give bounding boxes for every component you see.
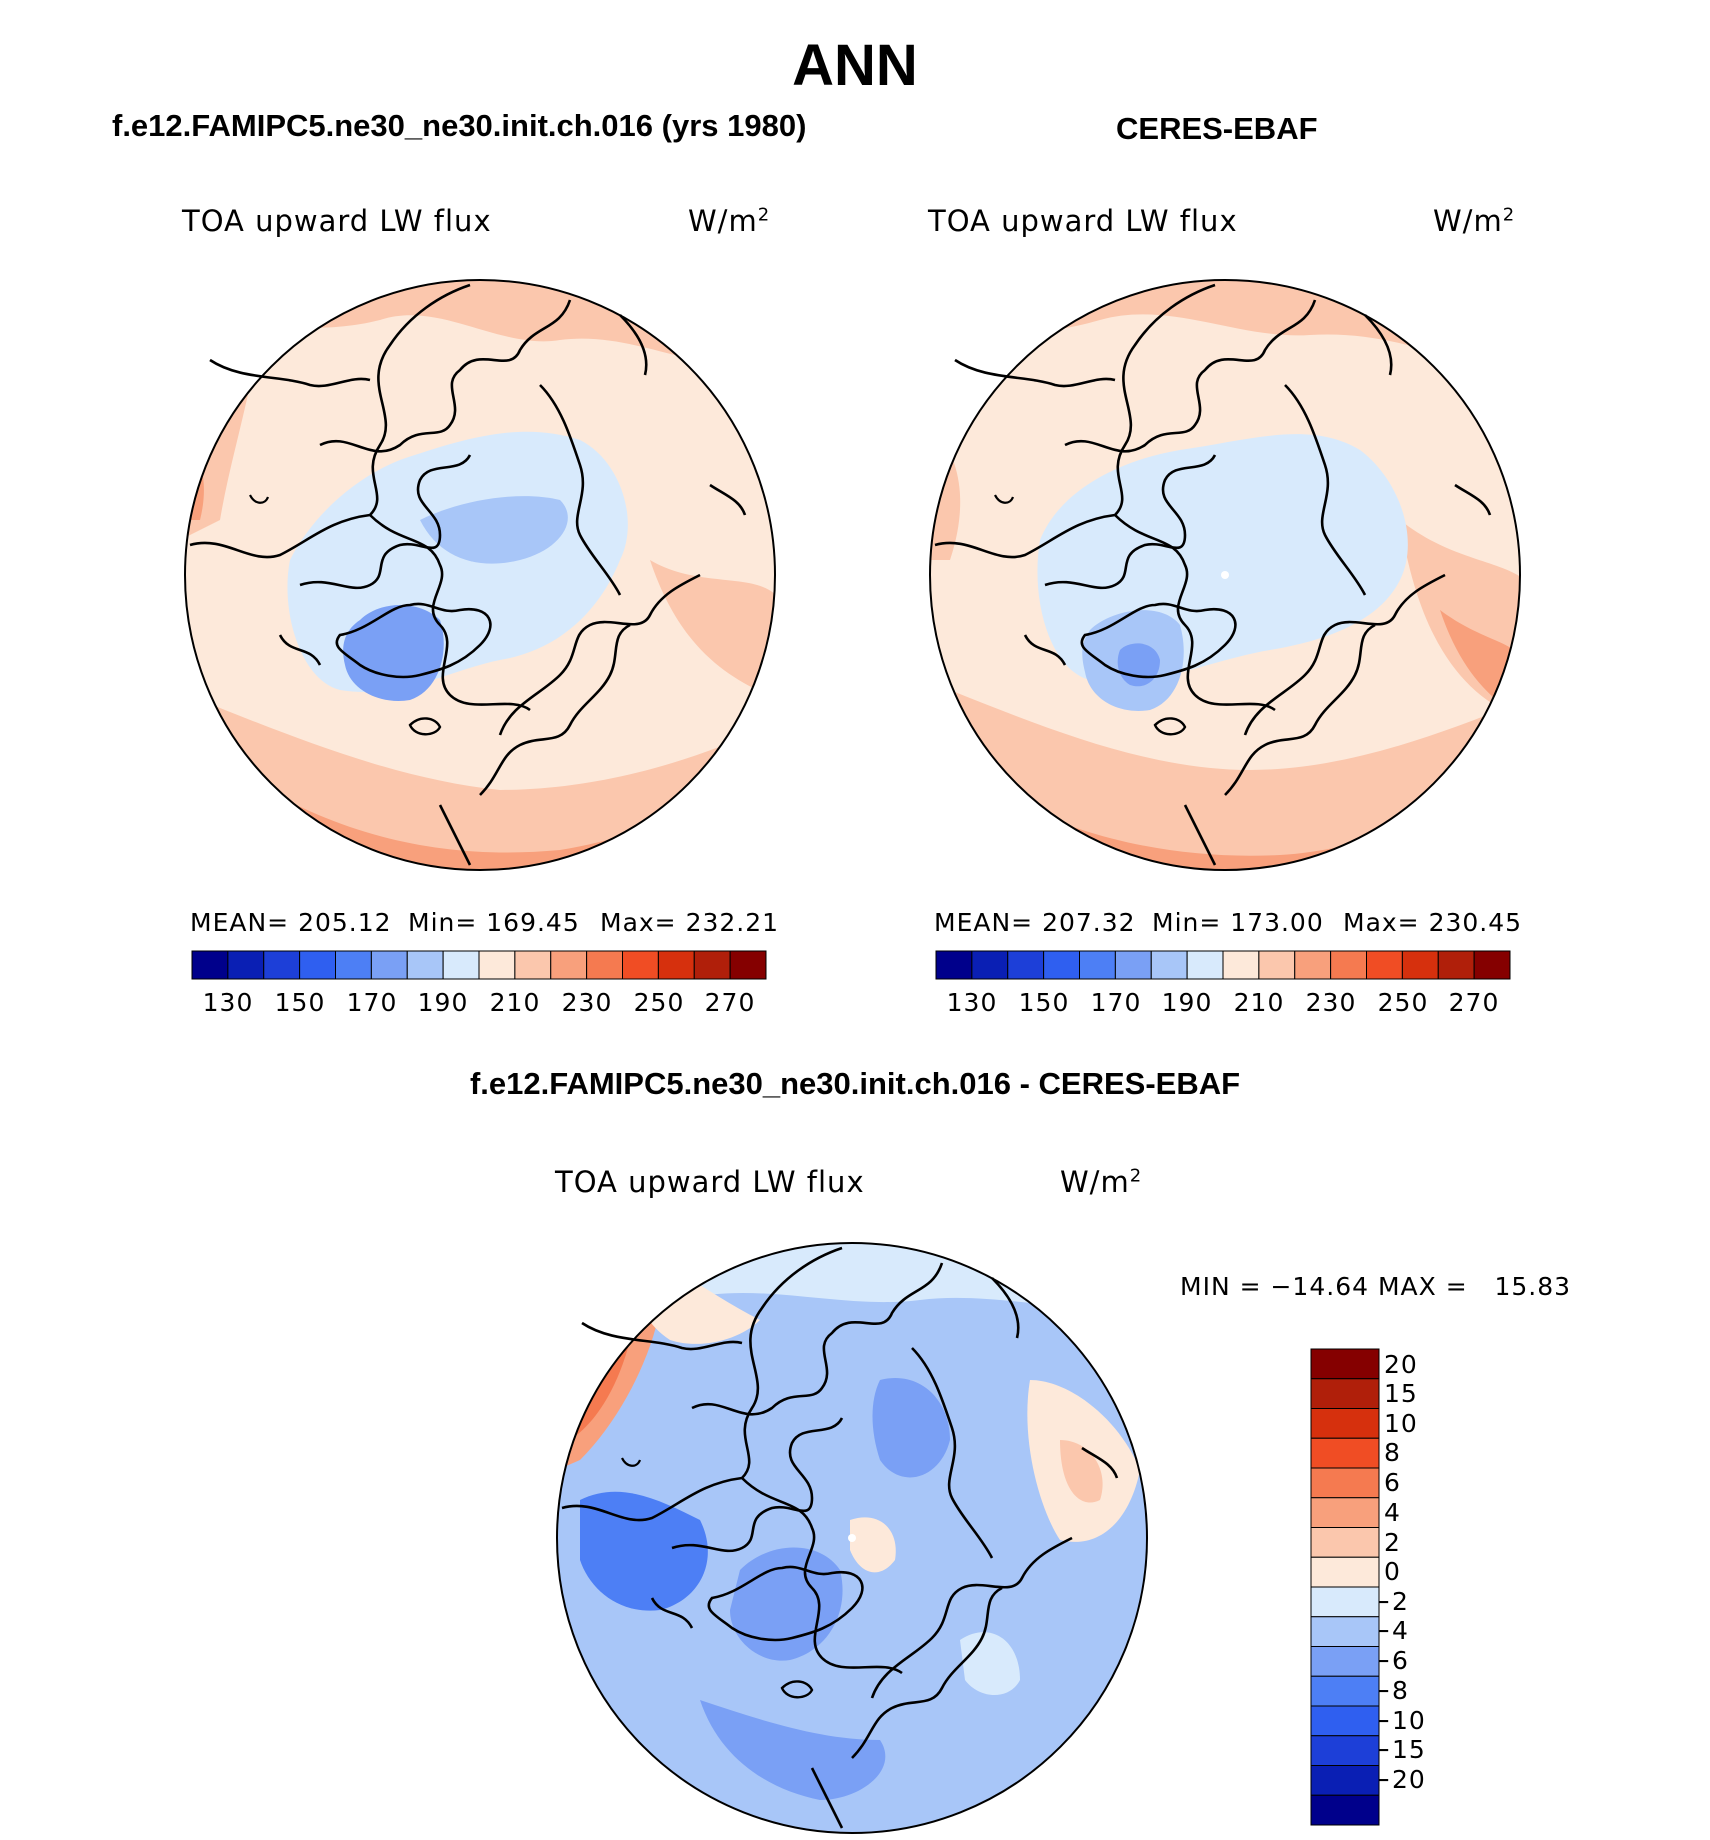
colorbar-swatch xyxy=(586,950,623,980)
colorbar-tick: 150 xyxy=(1018,988,1070,1017)
colorbar-tick: 2 xyxy=(1384,1528,1401,1557)
colorbar-swatch xyxy=(622,950,659,980)
colorbar-tick: 210 xyxy=(489,988,541,1017)
colorbar-swatch xyxy=(1310,1675,1380,1707)
colorbar-swatch xyxy=(1222,950,1260,980)
colorbar-tick: 250 xyxy=(633,988,685,1017)
diff-units-label: W/m2 xyxy=(1060,1165,1143,1199)
diff-title: f.e12.FAMIPC5.ne30_ne30.init.ch.016 - CE… xyxy=(469,1066,1241,1101)
colorbar-tick: 0 xyxy=(1384,1557,1401,1586)
colorbar-tick: 20 xyxy=(1384,1350,1418,1379)
colorbar-swatch xyxy=(299,950,336,980)
colorbar-tick: 170 xyxy=(1090,988,1142,1017)
colorbar-swatch xyxy=(1401,950,1439,980)
colorbar-swatch xyxy=(1310,1348,1380,1380)
colorbar-swatch xyxy=(1310,1527,1380,1558)
obs-units-label: W/m2 xyxy=(1433,204,1516,238)
colorbar-swatch xyxy=(1043,950,1080,980)
model-map xyxy=(184,279,776,871)
colorbar-tick: 190 xyxy=(417,988,469,1017)
colorbar-tick: 230 xyxy=(1305,988,1357,1017)
colorbar-swatch xyxy=(1007,950,1045,980)
diff-map xyxy=(556,1242,1148,1834)
colorbar-swatch xyxy=(550,950,588,980)
model-units-label: W/m2 xyxy=(688,204,771,238)
colorbar-tick: 15 xyxy=(1384,1379,1418,1408)
obs-min: Min= 173.00 xyxy=(1152,908,1324,937)
colorbar-swatch xyxy=(191,950,229,980)
colorbar-swatch xyxy=(478,950,516,980)
colorbar-swatch xyxy=(1473,950,1511,980)
model-mean: MEAN= 205.12 xyxy=(190,908,392,937)
colorbar-tick: 10 xyxy=(1384,1409,1418,1438)
colorbar-tick: 6 xyxy=(1384,1468,1401,1497)
colorbar-tick: 250 xyxy=(1377,988,1429,1017)
colorbar-swatch xyxy=(1310,1556,1380,1588)
colorbar-swatch xyxy=(1330,950,1367,980)
colorbar-swatch xyxy=(1437,950,1475,980)
colorbar-tick: 210 xyxy=(1233,988,1285,1017)
colorbar-tick: 230 xyxy=(561,988,613,1017)
colorbar-swatch xyxy=(1294,950,1332,980)
model-colorbar-ticks: 130 150 170 190 210 230 250 270 xyxy=(192,988,766,1018)
colorbar-swatch xyxy=(1310,1616,1380,1647)
colorbar-swatch xyxy=(514,950,552,980)
colorbar-swatch xyxy=(370,950,408,980)
colorbar-swatch xyxy=(693,950,731,980)
model-min: Min= 169.45 xyxy=(408,908,580,937)
colorbar-swatch xyxy=(1310,1378,1380,1409)
colorbar-swatch xyxy=(1079,950,1116,980)
colorbar-swatch xyxy=(1150,950,1188,980)
colorbar-tick: 130 xyxy=(202,988,254,1017)
colorbar-tick: 150 xyxy=(274,988,326,1017)
obs-map xyxy=(929,279,1521,871)
diff-variable-label: TOA upward LW flux xyxy=(555,1165,865,1199)
obs-colorbar xyxy=(935,950,1511,980)
obs-title: CERES-EBAF xyxy=(1116,111,1318,146)
colorbar-swatch xyxy=(335,950,372,980)
model-variable-label: TOA upward LW flux xyxy=(182,204,492,238)
colorbar-swatch xyxy=(1310,1408,1380,1439)
page-title: ANN xyxy=(792,33,918,98)
colorbar-tick: 130 xyxy=(946,988,998,1017)
obs-colorbar-ticks: 130 150 170 190 210 230 250 270 xyxy=(936,988,1510,1018)
colorbar-swatch xyxy=(729,950,767,980)
colorbar-swatch xyxy=(1310,1497,1380,1528)
diff-colorbar xyxy=(1310,1348,1380,1826)
obs-mean: MEAN= 207.32 xyxy=(934,908,1136,937)
colorbar-swatch xyxy=(1186,950,1224,980)
model-title: f.e12.FAMIPC5.ne30_ne30.init.ch.016 (yrs… xyxy=(112,108,807,143)
diff-minmax: MIN = −14.64 MAX = 15.83 xyxy=(1180,1272,1572,1301)
colorbar-swatch xyxy=(1310,1765,1380,1796)
colorbar-swatch xyxy=(1258,950,1296,980)
colorbar-swatch xyxy=(657,950,695,980)
colorbar-tick: 270 xyxy=(704,988,756,1017)
colorbar-tick: 4 xyxy=(1384,1498,1401,1527)
colorbar-swatch xyxy=(1310,1794,1380,1826)
colorbar-swatch xyxy=(227,950,265,980)
colorbar-tick: 170 xyxy=(346,988,398,1017)
colorbar-tick: 190 xyxy=(1161,988,1213,1017)
colorbar-swatch xyxy=(1310,1735,1380,1766)
colorbar-swatch xyxy=(406,950,444,980)
colorbar-swatch xyxy=(971,950,1009,980)
colorbar-swatch xyxy=(1310,1467,1380,1499)
colorbar-swatch xyxy=(1310,1437,1380,1469)
model-max: Max= 232.21 xyxy=(600,908,780,937)
colorbar-swatch xyxy=(1310,1586,1380,1618)
obs-max: Max= 230.45 xyxy=(1343,908,1523,937)
obs-variable-label: TOA upward LW flux xyxy=(928,204,1238,238)
colorbar-swatch xyxy=(263,950,301,980)
colorbar-swatch xyxy=(442,950,480,980)
model-colorbar xyxy=(191,950,767,980)
colorbar-swatch xyxy=(935,950,973,980)
colorbar-tick: 8 xyxy=(1384,1438,1401,1467)
colorbar-swatch xyxy=(1310,1705,1380,1737)
colorbar-swatch xyxy=(1366,950,1403,980)
colorbar-tick: 270 xyxy=(1448,988,1500,1017)
colorbar-swatch xyxy=(1310,1646,1380,1677)
colorbar-swatch xyxy=(1114,950,1152,980)
